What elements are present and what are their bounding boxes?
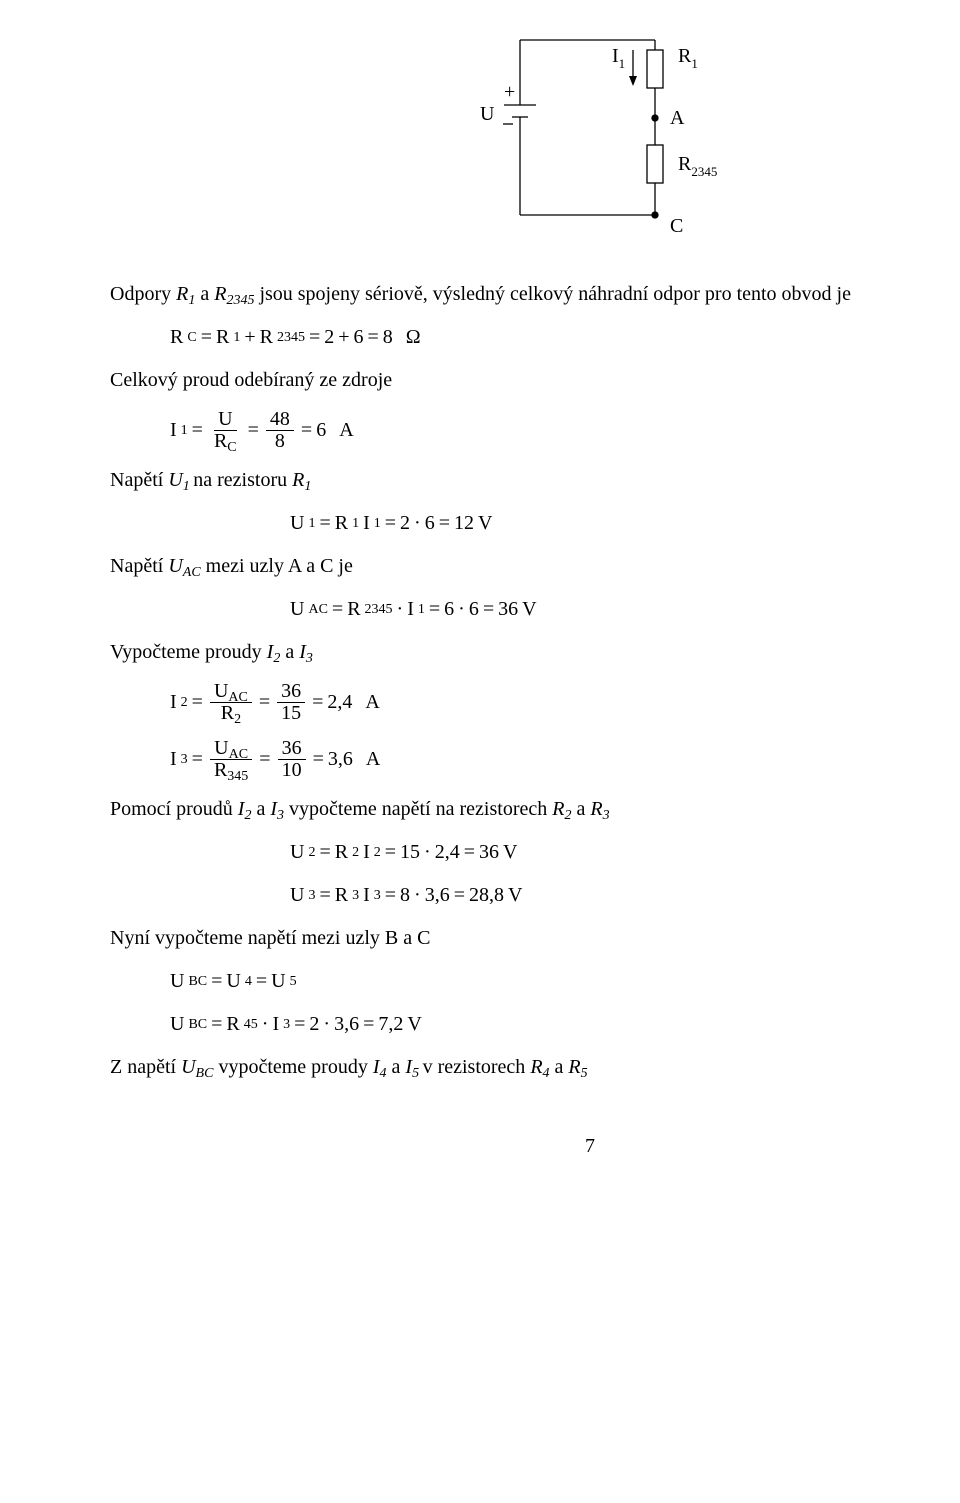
- label-r2345: R2345: [678, 153, 717, 179]
- equation-i2: I2 = UACR2 = 3615 = 2,4 A: [170, 681, 960, 724]
- label-u: U: [480, 103, 495, 125]
- paragraph-pomoci-proudu: Pomocí proudů I2 a I3 vypočteme napětí n…: [110, 795, 960, 824]
- label-r1: R1: [678, 45, 698, 71]
- equation-u3: U3 = R3I3 = 8 · 3,6 = 28,8V: [110, 881, 960, 910]
- equation-i3: I3 = UACR345 = 3610 = 3,6 A: [170, 738, 960, 781]
- page-number: 7: [110, 1132, 960, 1161]
- paragraph-vypocteme-proudy: Vypočteme proudy I2 a I3: [110, 638, 960, 667]
- equation-u1: U1 = R1I1 = 2 · 6 = 12V: [110, 509, 960, 538]
- circuit-svg: I1 R1 U + A R2345 C: [460, 20, 720, 250]
- equation-u2: U2 = R2I2 = 15 · 2,4 = 36V: [110, 838, 960, 867]
- label-a: A: [670, 107, 685, 129]
- paragraph-odpory: Odpory R1 a R2345 jsou spojeny sériově, …: [110, 280, 960, 309]
- equation-uac: UAC = R2345 · I1 = 6 · 6 = 36V: [110, 595, 960, 624]
- circuit-diagram: I1 R1 U + A R2345 C: [110, 20, 960, 250]
- label-i1: I1: [612, 45, 625, 71]
- paragraph-z-napeti-ubc: Z napětí UBC vypočteme proudy I4 a I5 v …: [110, 1053, 960, 1082]
- paragraph-napeti-uac: Napětí UAC mezi uzly A a C je: [110, 552, 960, 581]
- paragraph-celkovy-proud: Celkový proud odebíraný ze zdroje: [110, 366, 960, 395]
- label-c: C: [670, 215, 683, 237]
- label-plus: +: [504, 81, 515, 103]
- equation-rc: RC = R1 + R2345 = 2 + 6 = 8 Ω: [170, 323, 960, 352]
- equation-i1: I1 = URC = 488 = 6 A: [170, 409, 960, 452]
- paragraph-napeti-u1: Napětí U1 na rezistoru R1: [110, 466, 960, 495]
- equation-ubc1: UBC = U4 = U5: [170, 967, 960, 996]
- equation-ubc2: UBC = R45 · I3 = 2 · 3,6 = 7,2V: [170, 1010, 960, 1039]
- paragraph-nyni-vypocteme: Nyní vypočteme napětí mezi uzly B a C: [110, 924, 960, 953]
